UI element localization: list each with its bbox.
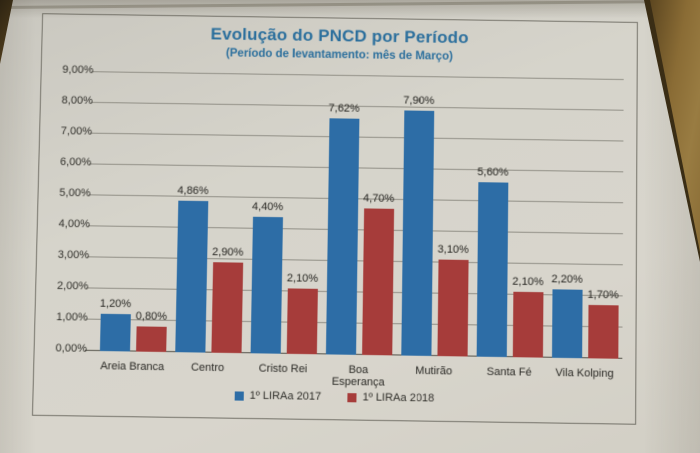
paper-top-edge: [0, 0, 700, 9]
chart-legend: 1º LIRAa 2017 1º LIRAa 2018: [33, 386, 635, 407]
bar-red: [286, 288, 318, 355]
y-axis-tick-label: 4,00%: [58, 217, 90, 231]
chart-frame: Evolução do PNCD por Período (Período de…: [31, 13, 638, 425]
y-axis-tick-label: 9,00%: [62, 63, 94, 77]
x-axis-category-label: Santa Fé: [486, 365, 532, 379]
y-axis-tick-label: 8,00%: [61, 94, 93, 107]
bar-blue: [325, 118, 359, 355]
bar-value-label: 7,62%: [328, 102, 360, 115]
bar-red: [512, 291, 543, 358]
x-axis-category-label: Cristo Rei: [258, 362, 308, 376]
table-surface-top-left: [0, 0, 13, 64]
y-axis-tick-label: 2,00%: [56, 279, 89, 293]
bar-red: [210, 262, 243, 354]
gridline: [91, 71, 624, 81]
bar-red: [135, 326, 167, 353]
bar-value-label: 7,90%: [403, 94, 435, 107]
legend-item: 1º LIRAa 2017: [234, 389, 322, 403]
y-axis-tick-label: 1,00%: [56, 311, 88, 324]
bar-value-label: 5,60%: [477, 166, 509, 179]
bar-blue: [174, 200, 208, 353]
bar-value-label: 4,40%: [251, 200, 284, 214]
y-axis-tick-label: 5,00%: [59, 186, 91, 200]
bar-value-label: 4,70%: [363, 192, 395, 205]
x-axis-category-label: Areia Branca: [100, 360, 165, 374]
bar-value-label: 3,10%: [437, 243, 469, 256]
y-axis-tick-label: 0,00%: [55, 342, 88, 355]
legend-item: 1º LIRAa 2018: [347, 391, 435, 405]
x-axis-category-label: Mutirão: [415, 364, 453, 378]
bar-red: [436, 259, 469, 357]
legend-series-label: 1º LIRAa 2017: [249, 389, 322, 403]
plot-area: 0,00% 1,00% 2,00% 3,00% 4,00% 5,00% 6,00% 7,00%…: [55, 64, 624, 389]
bar-red: [361, 208, 394, 356]
table-surface-top-right: [650, 0, 700, 252]
y-axis-tick-label: 7,00%: [60, 125, 93, 138]
bar-blue: [400, 110, 434, 356]
bar-value-label: 2,10%: [286, 272, 319, 285]
bar-value-label: 2,20%: [551, 273, 583, 286]
bar-blue: [476, 182, 508, 358]
x-axis-category-label: Boa Esperança: [331, 363, 385, 389]
bar-value-label: 1,20%: [99, 297, 132, 311]
bar-blue: [250, 216, 283, 354]
bar-value-label: 2,90%: [212, 246, 244, 259]
x-axis-category-label: Centro: [190, 361, 225, 375]
bar-value-label: 4,86%: [177, 184, 209, 198]
legend-color-swatch: [347, 392, 357, 402]
legend-series-label: 1º LIRAa 2018: [362, 391, 435, 405]
bar-value-label: 1,70%: [587, 288, 619, 302]
legend-color-swatch: [234, 390, 244, 401]
x-axis-category-label: Vila Kolping: [555, 366, 614, 380]
bar-red: [587, 304, 619, 359]
y-axis-tick-label: 3,00%: [57, 248, 90, 262]
bar-value-label: 0,80%: [135, 310, 168, 323]
y-axis-tick-label: 6,00%: [59, 156, 92, 169]
